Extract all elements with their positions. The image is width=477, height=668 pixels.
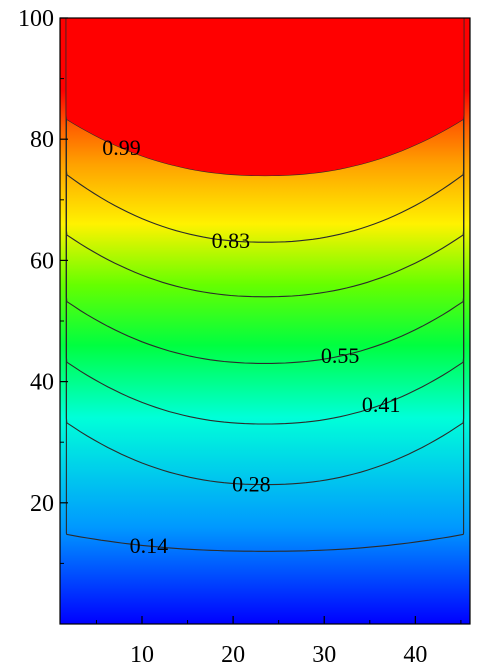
contour-label: 0.14	[130, 533, 169, 558]
x-tick-label: 40	[403, 642, 427, 668]
contour-labels: 0.14 0.28 0.410.55 0.83 0.99	[102, 135, 401, 558]
contour-label: 0.28	[232, 471, 271, 496]
contour-line-2	[65, 18, 465, 425]
x-tick-label: 20	[221, 642, 245, 668]
contour-line-5	[65, 18, 465, 243]
contour-line-3	[65, 18, 465, 364]
red-region	[66, 18, 464, 176]
y-tick-label: 40	[30, 370, 54, 396]
y-tick-label: 80	[30, 127, 54, 153]
contour-line-1	[65, 18, 465, 486]
contour-label: 0.99	[102, 135, 141, 160]
axes: 10 20 30 40 20 40 60 80 100	[18, 6, 462, 668]
contour-line-0	[65, 18, 465, 552]
contour-label: 0.41	[362, 392, 401, 417]
contour-label: 0.83	[212, 228, 251, 253]
y-tick-label: 60	[30, 248, 54, 274]
x-tick-label: 10	[130, 642, 154, 668]
y-tick-label: 100	[18, 6, 54, 32]
y-tick-label: 20	[30, 491, 54, 517]
contour-line-4	[65, 18, 465, 298]
plot-area	[60, 18, 470, 624]
x-tick-label: 30	[312, 642, 336, 668]
contour-label: 0.55	[321, 343, 360, 368]
